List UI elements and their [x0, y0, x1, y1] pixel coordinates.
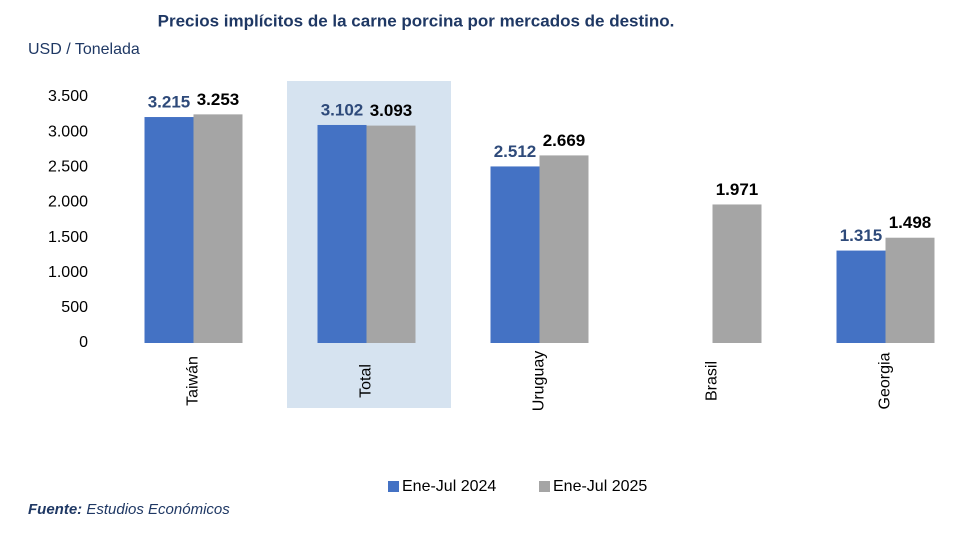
bar — [836, 250, 886, 343]
x-tick-label: Uruguay — [531, 351, 548, 411]
y-tick-label: 3.000 — [48, 123, 88, 140]
y-axis-label: USD / Tonelada — [28, 41, 140, 58]
y-tick-label: 500 — [61, 299, 88, 316]
legend-swatch — [388, 481, 399, 492]
bar — [539, 155, 589, 343]
data-label: 1.971 — [716, 180, 759, 199]
source-text: Estudios Económicos — [86, 501, 230, 518]
y-tick-label: 3.500 — [48, 88, 88, 105]
data-label: 3.102 — [321, 100, 364, 119]
legend-swatch — [539, 481, 550, 492]
x-tick-label: Brasil — [704, 361, 721, 401]
data-label: 3.093 — [370, 101, 413, 120]
bar — [193, 114, 243, 344]
data-label: 1.315 — [840, 226, 883, 245]
data-label: 2.669 — [543, 131, 586, 150]
source: Fuente: Estudios Económicos — [28, 501, 230, 518]
chart-title: Precios implícitos de la carne porcina p… — [158, 11, 675, 30]
bar — [144, 117, 194, 343]
bar — [317, 124, 367, 343]
bar — [366, 125, 416, 343]
bar — [712, 204, 762, 343]
bar — [885, 237, 935, 343]
legend-label: Ene-Jul 2025 — [553, 478, 647, 495]
y-tick-label: 1.500 — [48, 229, 88, 246]
y-tick-label: 2.500 — [48, 159, 88, 176]
x-tick-label: Total — [358, 364, 375, 398]
legend-label: Ene-Jul 2024 — [402, 478, 496, 495]
y-tick-label: 2.000 — [48, 194, 88, 211]
data-label: 1.498 — [889, 213, 932, 232]
x-tick-label: Georgia — [877, 352, 894, 409]
data-label: 2.512 — [494, 142, 537, 161]
x-tick-label: Taiwán — [185, 356, 202, 406]
data-label: 3.215 — [148, 93, 191, 112]
source-label: Fuente: — [28, 501, 82, 518]
data-label: 3.253 — [197, 90, 240, 109]
bar — [490, 166, 540, 343]
y-tick-label: 1.000 — [48, 264, 88, 281]
y-tick-label: 0 — [79, 334, 88, 351]
